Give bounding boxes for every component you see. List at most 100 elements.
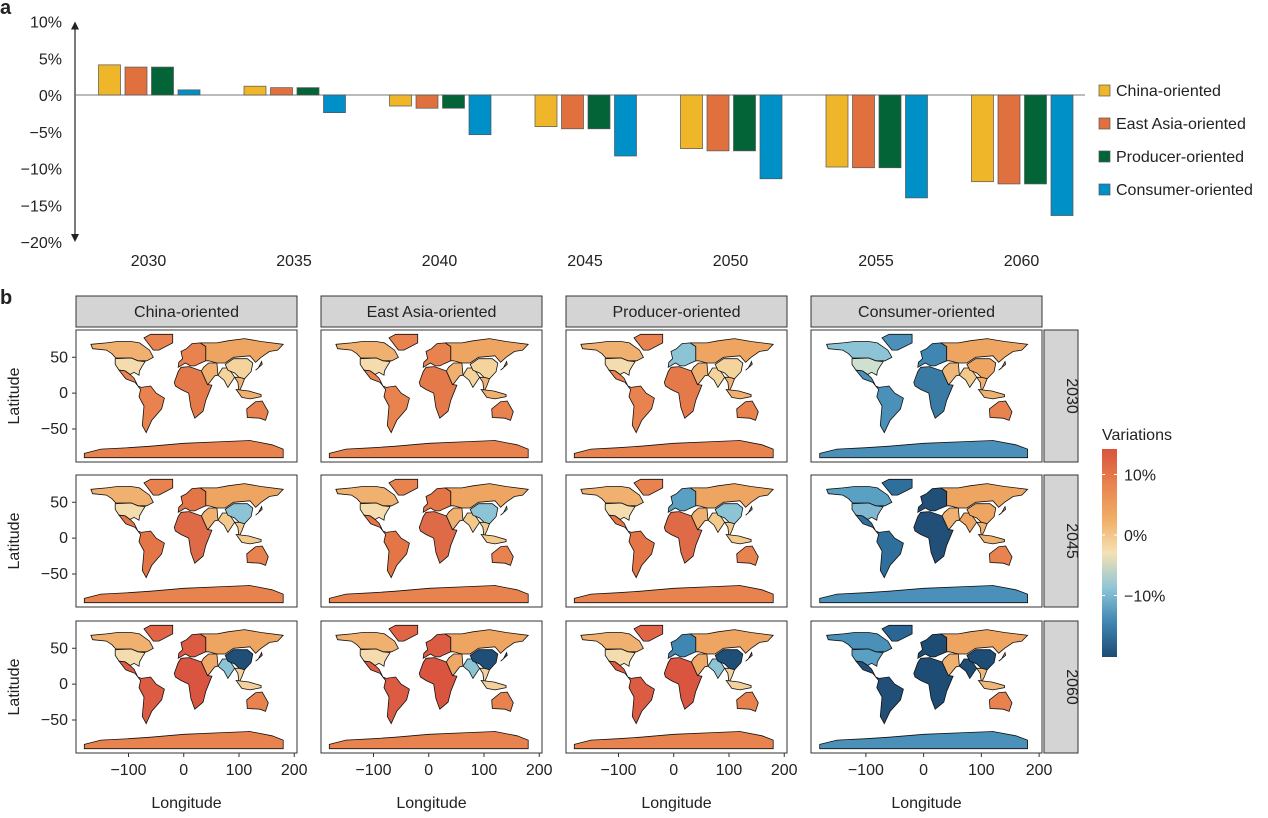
facet-strip-column: East Asia-oriented [320,295,543,328]
facet-strip-column: China-oriented [75,295,298,328]
region-japan [255,360,263,371]
region-canada [335,486,399,507]
x-tick-label: 2060 [1004,253,1040,270]
region-australia [988,545,1013,566]
region-japan [745,651,753,662]
region-russia [198,338,285,364]
region-china [966,358,997,380]
region-india [217,658,236,680]
legend-label: Producer-oriented [1116,149,1244,166]
region-antarctica [328,731,529,750]
region-japan [998,505,1007,516]
y-tick-label: 0% [39,88,62,105]
region-latam [855,369,904,434]
map-y-tick-label: −50 [41,712,68,729]
region-africa [913,366,954,419]
region-indo [725,388,752,400]
region-indo [480,533,507,545]
x-tick-label: 2040 [422,253,458,270]
map-y-tick-label: 50 [50,494,68,511]
region-canada [90,632,154,653]
region-antarctica [328,585,529,604]
region-japan [998,360,1007,371]
bar [971,94,994,183]
map-x-tick-label: 200 [281,762,308,779]
region-greenland [143,333,174,351]
legend-swatch [1098,84,1111,97]
panel-label-a: a [0,0,12,19]
region-antarctica [83,731,284,750]
region-indo [977,680,1005,691]
bar-chart: 10% 5% 0% −5% −10% −15% −20% 2030 2035 2040 2045 20… [21,15,1253,271]
facet-row-label: 2045 [1063,523,1080,559]
map-x-tick-label: −100 [110,762,146,779]
region-russia [443,629,530,655]
region-indo [977,389,1005,400]
region-seasia [233,667,246,685]
region-africa [663,366,703,419]
region-russia [198,629,285,655]
x-axis-title: Longitude [641,795,711,812]
region-japan [500,505,508,516]
region-africa [173,511,213,564]
facet-strip-row: 2030 [1043,329,1080,463]
region-india [462,512,481,534]
region-china [714,358,744,380]
region-greenland [143,478,174,496]
y-axis-title: Latitude [6,658,23,715]
bar [905,94,928,199]
colorbar: Variations 10% 0% −10% [1102,427,1172,657]
region-india [707,658,726,680]
region-antarctica [819,731,1028,750]
region-canada [335,632,399,653]
bar [614,94,637,157]
map-x-tick-label: 200 [1026,762,1053,779]
region-africa [418,657,458,710]
y-tick-label: −20% [21,235,62,252]
region-russia [443,338,530,364]
region-seasia [975,376,988,394]
bar [706,94,730,152]
region-australia [736,691,759,712]
region-russia [688,483,775,509]
map-panel [320,474,543,608]
region-australia [491,691,514,712]
map-y-tick-label: 0 [59,385,68,402]
colorbar-title: Variations [1102,427,1172,444]
y-axis-title: Latitude [6,512,23,569]
x-tick-label: 2030 [131,253,167,270]
map-panel [810,620,1043,754]
region-latam [118,514,165,579]
region-china [966,503,997,525]
map-y-tick-label: 50 [50,640,68,657]
y-tick-label: 10% [30,15,62,32]
map-panel [320,329,543,463]
region-antarctica [573,440,774,459]
x-tick-label: 2045 [567,253,603,270]
region-greenland [388,333,419,351]
region-seasia [723,376,736,394]
region-indo [235,388,262,400]
bar [323,94,346,113]
region-india [462,367,481,389]
y-axis-arrow-down [71,234,79,242]
region-india [462,658,481,680]
region-indo [235,533,262,545]
x-axis-title: Longitude [396,795,466,812]
region-antarctica [83,440,284,459]
region-australia [491,545,514,566]
facet-column-label: China-oriented [134,304,239,321]
region-seasia [478,521,491,539]
region-australia [988,400,1013,421]
region-africa [913,657,954,710]
region-indo [725,533,752,545]
region-greenland [633,624,664,642]
region-latam [855,660,904,725]
x-tick-label: 2050 [713,253,749,270]
map-y-tick-label: 0 [59,530,68,547]
region-australia [246,400,269,421]
map-panel [75,620,298,754]
region-africa [418,366,458,419]
bar [534,94,558,127]
region-indo [725,679,752,691]
